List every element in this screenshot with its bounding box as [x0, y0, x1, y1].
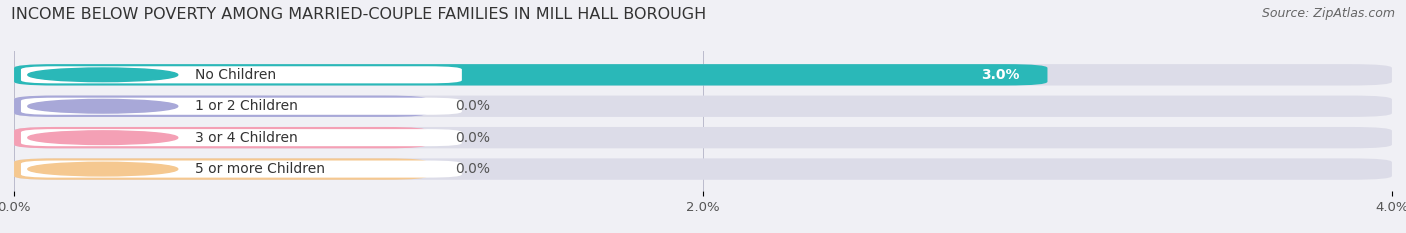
FancyBboxPatch shape: [14, 64, 1392, 86]
Text: 0.0%: 0.0%: [456, 99, 489, 113]
Text: 0.0%: 0.0%: [456, 131, 489, 145]
FancyBboxPatch shape: [21, 66, 463, 83]
FancyBboxPatch shape: [14, 96, 427, 117]
Text: 5 or more Children: 5 or more Children: [195, 162, 325, 176]
FancyBboxPatch shape: [21, 161, 463, 178]
Text: 1 or 2 Children: 1 or 2 Children: [195, 99, 298, 113]
FancyBboxPatch shape: [14, 158, 427, 180]
Text: 3 or 4 Children: 3 or 4 Children: [195, 131, 298, 145]
Circle shape: [28, 99, 177, 113]
FancyBboxPatch shape: [14, 64, 1047, 86]
Text: 3.0%: 3.0%: [981, 68, 1019, 82]
Circle shape: [28, 68, 177, 82]
FancyBboxPatch shape: [21, 98, 463, 115]
FancyBboxPatch shape: [14, 158, 1392, 180]
Text: INCOME BELOW POVERTY AMONG MARRIED-COUPLE FAMILIES IN MILL HALL BOROUGH: INCOME BELOW POVERTY AMONG MARRIED-COUPL…: [11, 7, 706, 22]
FancyBboxPatch shape: [21, 129, 463, 146]
Text: Source: ZipAtlas.com: Source: ZipAtlas.com: [1261, 7, 1395, 20]
Circle shape: [28, 131, 177, 144]
FancyBboxPatch shape: [14, 127, 427, 148]
FancyBboxPatch shape: [14, 127, 1392, 148]
Circle shape: [28, 162, 177, 176]
FancyBboxPatch shape: [14, 96, 1392, 117]
Text: No Children: No Children: [195, 68, 276, 82]
Text: 0.0%: 0.0%: [456, 162, 489, 176]
